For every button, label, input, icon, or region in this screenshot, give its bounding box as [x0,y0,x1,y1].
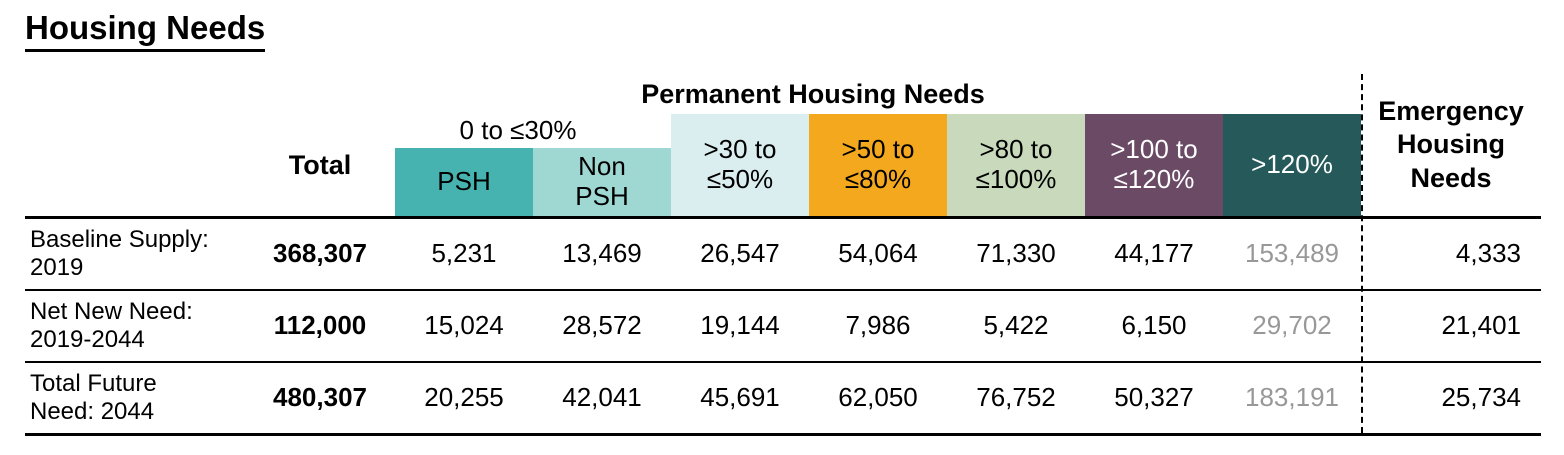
column-header-emergency: Emergency Housing Needs [1378,95,1524,194]
row-label: Baseline Supply: 2019 [25,216,245,289]
column-header-non-psh: Non PSH [533,148,671,217]
column-header-over-120: >120% [1223,114,1361,217]
value-cell: 6,150 [1085,289,1223,361]
value-cell: 19,144 [671,289,809,361]
value-cell: 42,041 [533,361,671,433]
value-cell: 15,024 [395,289,533,361]
value-cell: 71,330 [947,216,1085,289]
total-value: 480,307 [245,361,395,433]
value-cell: 45,691 [671,361,809,433]
column-header-30-to-50: >30 to ≤50% [671,114,809,217]
total-value: 368,307 [245,216,395,289]
value-cell: 7,986 [809,289,947,361]
emergency-value: 4,333 [1361,216,1541,289]
value-cell: 28,572 [533,289,671,361]
value-cell: 5,422 [947,289,1085,361]
emergency-value: 21,401 [1361,289,1541,361]
value-cell: 44,177 [1085,216,1223,289]
emergency-value: 25,734 [1361,361,1541,433]
table-grid: Permanent Housing Needs Emergency Housin… [25,74,1541,433]
page-title: Housing Needs [25,9,266,53]
value-cell: 5,231 [395,216,533,289]
row-label: Net New Need: 2019-2044 [25,289,245,361]
value-cell: 26,547 [671,216,809,289]
value-cell: 54,064 [809,216,947,289]
column-group-header-0-to-30: 0 to ≤30% [459,115,577,146]
value-cell: 13,469 [533,216,671,289]
value-cell: 62,050 [809,361,947,433]
column-header-total: Total [288,149,352,180]
housing-needs-table: Permanent Housing Needs Emergency Housin… [25,74,1541,437]
total-value: 112,000 [245,289,395,361]
emergency-divider-dashed-line [1361,74,1363,434]
value-cell: 20,255 [395,361,533,433]
value-cell: 50,327 [1085,361,1223,433]
value-cell: 76,752 [947,361,1085,433]
over-120-value: 183,191 [1223,361,1361,433]
over-120-value: 29,702 [1223,289,1361,361]
over-120-value: 153,489 [1223,216,1361,289]
row-label: Total Future Need: 2044 [25,361,245,433]
column-header-100-to-120: >100 to ≤120% [1085,114,1223,217]
column-group-header-permanent: Permanent Housing Needs [641,78,985,109]
column-header-80-to-100: >80 to ≤100% [947,114,1085,217]
column-header-psh: PSH [395,148,533,217]
column-header-50-to-80: >50 to ≤80% [809,114,947,217]
